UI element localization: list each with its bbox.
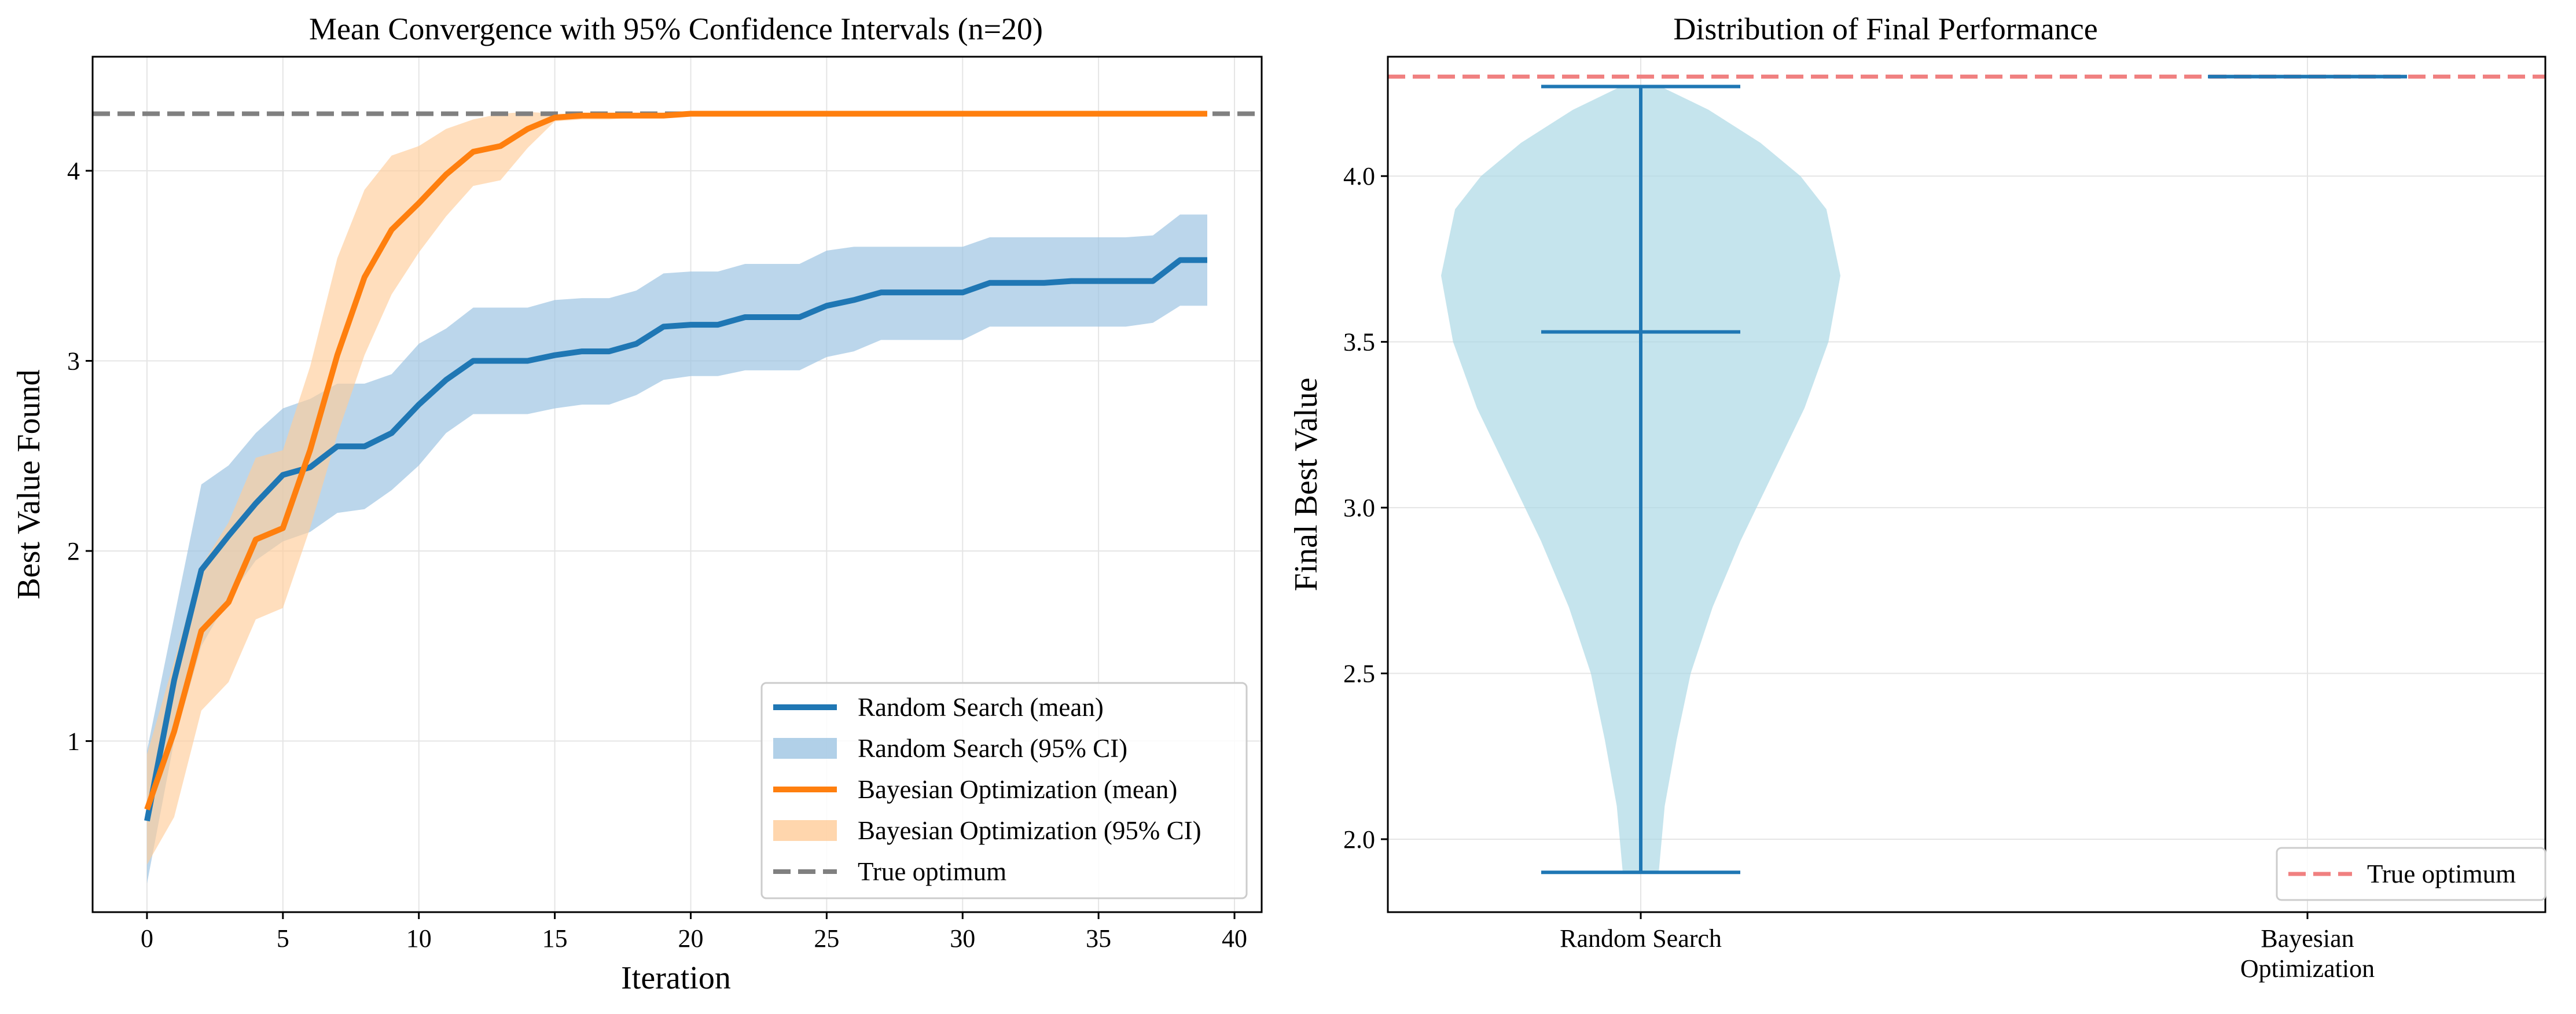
distribution-chart: Distribution of Final Performance 2.0 2.5…	[1288, 12, 2546, 983]
y-tick-label: 3	[67, 347, 80, 376]
x-tick-label: 0	[141, 924, 153, 953]
y-tick-label: 3.5	[1343, 328, 1375, 357]
distribution-stat-lines	[1541, 75, 2407, 875]
convergence-x-axis-label: Iteration	[621, 960, 731, 996]
x-tick-label: Bayesian	[2261, 924, 2354, 953]
y-tick-label: 1	[67, 727, 80, 755]
x-tick-label: 15	[542, 924, 568, 953]
legend-box	[2276, 847, 2546, 901]
legend-label: Random Search (95% CI)	[858, 734, 1127, 763]
distribution-chart-title: Distribution of Final Performance	[1673, 12, 2097, 46]
mean-line-1	[144, 111, 1207, 811]
mean-line-0	[144, 257, 1207, 822]
distribution-legend: True optimum	[2276, 847, 2546, 901]
convergence-plot-frame	[91, 56, 1263, 913]
convergence-legend: Random Search (mean) Random Search (95% C…	[760, 682, 1248, 899]
x-tick-label: 20	[678, 924, 703, 953]
x-tick-label: 5	[277, 924, 289, 953]
legend-label: Bayesian Optimization (mean)	[858, 775, 1177, 804]
convergence-chart-title: Mean Convergence with 95% Confidence Int…	[309, 12, 1043, 46]
legend-label: True optimum	[858, 857, 1006, 886]
convergence-mean-lines	[144, 111, 1207, 822]
distribution-plot-frame	[1387, 56, 2546, 913]
x-tick-label: 40	[1222, 924, 1247, 953]
legend-label: Bayesian Optimization (95% CI)	[858, 816, 1201, 845]
y-tick-label: 2	[67, 537, 80, 565]
convergence-confidence-bands	[147, 112, 1207, 884]
convergence-ticks: 0 5 10 15 20 25 30 35 40 1 2 3 4	[67, 157, 1247, 953]
confidence-band-0	[147, 214, 1207, 884]
y-tick-label: 2.5	[1343, 660, 1375, 688]
x-tick-label: 30	[950, 924, 975, 953]
x-tick-label: 35	[1086, 924, 1111, 953]
y-tick-label: 2.0	[1343, 825, 1375, 854]
legend-patch-swatch	[773, 820, 837, 841]
distribution-ticks: 2.0 2.5 3.0 3.5 4.0 Random Search BayesianOpti…	[1343, 162, 2375, 983]
convergence-chart: Mean Convergence with 95% Confidence Int…	[11, 12, 1263, 996]
x-tick-label: 25	[814, 924, 839, 953]
legend-patch-swatch	[773, 738, 837, 759]
y-tick-label: 4	[67, 157, 80, 185]
legend-box	[760, 682, 1248, 899]
y-tick-label: 3.0	[1343, 494, 1375, 522]
x-tick-label: Optimization	[2240, 954, 2375, 983]
legend-label: Random Search (mean)	[858, 693, 1104, 722]
x-tick-label: Random Search	[1560, 924, 1722, 953]
distribution-y-axis-label: Final Best Value	[1288, 377, 1324, 591]
legend-label: True optimum	[2367, 859, 2516, 888]
convergence-y-axis-label: Best Value Found	[11, 369, 47, 599]
x-tick-label: 10	[406, 924, 432, 953]
y-tick-label: 4.0	[1343, 162, 1375, 190]
